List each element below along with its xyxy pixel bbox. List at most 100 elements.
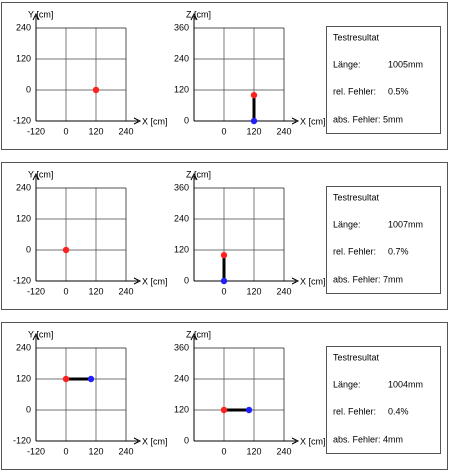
y-axis-label: Z [cm] bbox=[186, 329, 211, 339]
x-tick-label: 120 bbox=[246, 446, 261, 456]
result-label: rel. Fehler: bbox=[333, 406, 376, 416]
x-tick-label: 0 bbox=[221, 126, 226, 136]
y-axis-label: Y [cm] bbox=[28, 9, 53, 19]
result-value: 0.5% bbox=[388, 86, 409, 96]
x-axis-label: X [cm] bbox=[300, 116, 326, 126]
point bbox=[250, 91, 258, 99]
point bbox=[62, 246, 70, 254]
x-tick-label: 120 bbox=[88, 286, 103, 296]
y-tick-label: -120 bbox=[13, 115, 31, 125]
result-box bbox=[326, 186, 441, 294]
y-tick-label: 240 bbox=[174, 53, 189, 63]
point bbox=[250, 117, 258, 125]
x-tick-label: 0 bbox=[221, 446, 226, 456]
result-label: rel. Fehler: bbox=[333, 246, 376, 256]
x-axis-arrow bbox=[291, 277, 300, 285]
result-box bbox=[326, 346, 441, 454]
x-axis-label: X [cm] bbox=[300, 276, 326, 286]
point bbox=[62, 375, 70, 383]
y-tick-label: 360 bbox=[174, 22, 189, 32]
result-label: Länge: bbox=[333, 379, 361, 389]
result-label: rel. Fehler: bbox=[333, 86, 376, 96]
x-axis-label: X [cm] bbox=[142, 276, 168, 286]
x-tick-label: -120 bbox=[27, 126, 45, 136]
result-value: 1004mm bbox=[388, 379, 423, 389]
y-tick-label: 0 bbox=[26, 244, 31, 254]
y-axis-label: Z [cm] bbox=[186, 9, 211, 19]
y-axis-label: Z [cm] bbox=[186, 169, 211, 179]
y-tick-label: 360 bbox=[174, 182, 189, 192]
x-tick-label: 0 bbox=[63, 126, 68, 136]
result-label: abs. Fehler: 7mm bbox=[333, 274, 403, 284]
x-tick-label: 0 bbox=[221, 286, 226, 296]
point bbox=[220, 406, 228, 414]
y-axis-arrow bbox=[32, 332, 40, 341]
x-tick-label: 120 bbox=[246, 126, 261, 136]
x-tick-label: 0 bbox=[63, 446, 68, 456]
x-tick-label: 120 bbox=[88, 126, 103, 136]
x-tick-label: 120 bbox=[88, 446, 103, 456]
panel bbox=[1, 2, 448, 150]
x-axis-label: X [cm] bbox=[300, 436, 326, 446]
x-tick-label: 120 bbox=[246, 286, 261, 296]
x-axis-label: X [cm] bbox=[142, 436, 168, 446]
y-axis-arrow bbox=[190, 332, 198, 341]
y-tick-label: 120 bbox=[16, 53, 31, 63]
x-tick-label: 0 bbox=[63, 286, 68, 296]
x-tick-label: -120 bbox=[27, 446, 45, 456]
y-tick-label: 0 bbox=[184, 115, 189, 125]
y-tick-label: 120 bbox=[174, 84, 189, 94]
y-axis-arrow bbox=[32, 172, 40, 181]
y-tick-label: 240 bbox=[16, 182, 31, 192]
y-tick-label: 240 bbox=[174, 373, 189, 383]
y-tick-label: 0 bbox=[26, 404, 31, 414]
y-tick-label: -120 bbox=[13, 275, 31, 285]
result-title: Testresultat bbox=[333, 352, 380, 362]
y-tick-label: 240 bbox=[174, 213, 189, 223]
y-tick-label: -120 bbox=[13, 435, 31, 445]
x-axis-label: X [cm] bbox=[142, 116, 168, 126]
y-tick-label: 240 bbox=[16, 342, 31, 352]
result-title: Testresultat bbox=[333, 192, 380, 202]
y-tick-label: 0 bbox=[26, 84, 31, 94]
point bbox=[87, 375, 95, 383]
x-axis-arrow bbox=[133, 277, 142, 285]
point bbox=[220, 277, 228, 285]
result-box bbox=[326, 26, 441, 134]
y-tick-label: 240 bbox=[16, 22, 31, 32]
x-axis-arrow bbox=[133, 117, 142, 125]
y-tick-label: 0 bbox=[184, 435, 189, 445]
panel bbox=[1, 162, 448, 310]
y-tick-label: 0 bbox=[184, 275, 189, 285]
result-label: abs. Fehler: 5mm bbox=[333, 114, 403, 124]
x-axis-arrow bbox=[291, 437, 300, 445]
y-axis-arrow bbox=[190, 12, 198, 21]
result-value: 1007mm bbox=[388, 219, 423, 229]
result-value: 0.4% bbox=[388, 406, 409, 416]
y-axis-label: Y [cm] bbox=[28, 169, 53, 179]
result-title: Testresultat bbox=[333, 32, 380, 42]
y-tick-label: 120 bbox=[16, 213, 31, 223]
x-tick-label: 240 bbox=[118, 286, 133, 296]
result-value: 1005mm bbox=[388, 59, 423, 69]
x-axis-arrow bbox=[133, 437, 142, 445]
x-tick-label: 240 bbox=[118, 126, 133, 136]
point bbox=[92, 86, 100, 94]
result-label: abs. Fehler: 4mm bbox=[333, 434, 403, 444]
y-axis-label: Y [cm] bbox=[28, 329, 53, 339]
x-tick-label: -120 bbox=[27, 286, 45, 296]
point bbox=[245, 406, 253, 414]
panel bbox=[1, 322, 448, 470]
y-axis-arrow bbox=[32, 12, 40, 21]
y-tick-label: 120 bbox=[16, 373, 31, 383]
result-label: Länge: bbox=[333, 59, 361, 69]
result-label: Länge: bbox=[333, 219, 361, 229]
x-tick-label: 240 bbox=[276, 286, 291, 296]
x-axis-arrow bbox=[291, 117, 300, 125]
y-tick-label: 120 bbox=[174, 404, 189, 414]
result-value: 0.7% bbox=[388, 246, 409, 256]
point bbox=[220, 251, 228, 259]
y-tick-label: 360 bbox=[174, 342, 189, 352]
y-axis-arrow bbox=[190, 172, 198, 181]
